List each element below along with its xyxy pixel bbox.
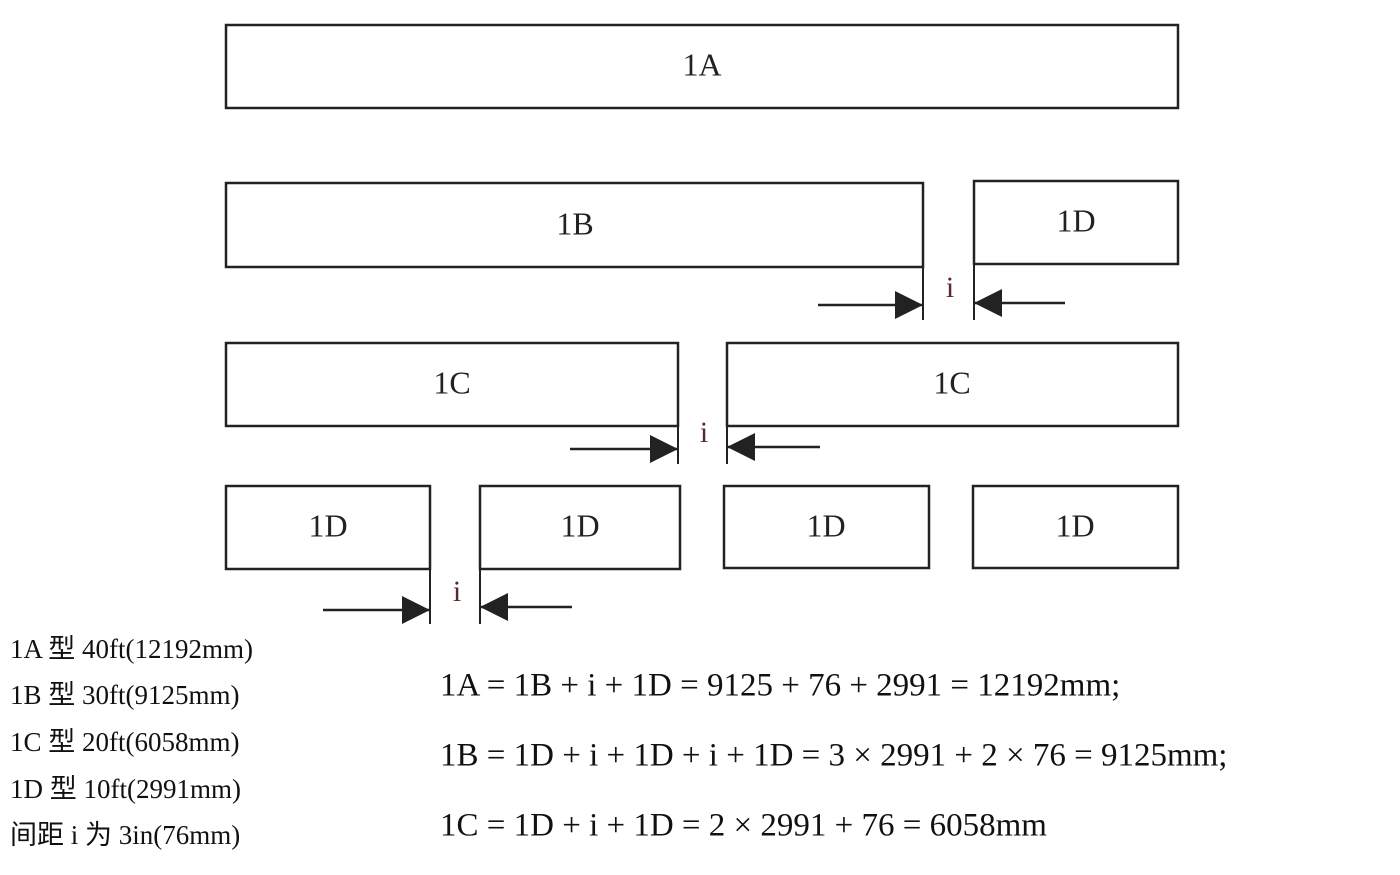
box-label: 1D xyxy=(806,507,845,543)
gap-label: i xyxy=(946,271,954,304)
equation: 1A = 1B + i + 1D = 9125 + 76 + 2991 = 12… xyxy=(440,668,1120,704)
box xyxy=(478,484,682,571)
box-label: 1D xyxy=(308,507,347,543)
box-label: 1D xyxy=(1055,507,1094,543)
box xyxy=(224,181,925,269)
box xyxy=(224,341,680,428)
gap-label: i xyxy=(453,575,461,608)
box-label: 1D xyxy=(1056,202,1095,238)
box-label: 1B xyxy=(556,205,593,241)
legend-item: 1D 型 10ft(2991mm) xyxy=(10,774,241,804)
equations: 1A = 1B + i + 1D = 9125 + 76 + 2991 = 12… xyxy=(440,668,1227,844)
box-label: 1D xyxy=(560,507,599,543)
legend-item: 1B 型 30ft(9125mm) xyxy=(10,680,240,710)
box xyxy=(972,179,1180,266)
gap-markers: i i i xyxy=(323,264,1065,624)
legend-item: 1C 型 20ft(6058mm) xyxy=(10,727,240,757)
box xyxy=(971,484,1180,570)
box xyxy=(224,484,432,571)
legend-item: 1A 型 40ft(12192mm) xyxy=(10,634,253,664)
box-label: 1C xyxy=(933,364,970,400)
legend-item: 间距 i 为 3in(76mm) xyxy=(10,820,240,850)
box-label: 1C xyxy=(433,364,470,400)
equation: 1C = 1D + i + 1D = 2 × 2991 + 76 = 6058m… xyxy=(440,808,1047,844)
container-boxes: 1A 1B 1D 1C 1C 1D 1D 1D 1D xyxy=(224,23,1180,571)
box xyxy=(224,23,1180,110)
gap-label: i xyxy=(700,416,708,449)
box xyxy=(722,484,931,570)
box-label: 1A xyxy=(682,46,721,82)
equation: 1B = 1D + i + 1D + i + 1D = 3 × 2991 + 2… xyxy=(440,738,1227,774)
box xyxy=(725,341,1180,428)
legend: 1A 型 40ft(12192mm) 1B 型 30ft(9125mm) 1C … xyxy=(10,634,253,850)
